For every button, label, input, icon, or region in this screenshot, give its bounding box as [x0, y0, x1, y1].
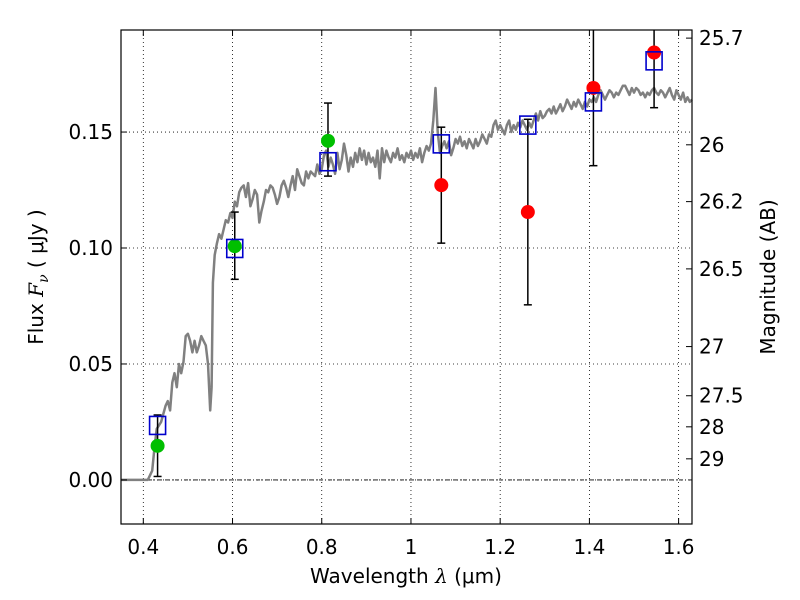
- observed-point: [150, 438, 165, 453]
- y-axis-title-text: Flux: [24, 303, 48, 345]
- mag-tick-label: 28: [699, 415, 724, 439]
- x-tick-label: 0.6: [217, 535, 249, 559]
- mag-tick-label: 27: [699, 335, 724, 359]
- tick-labels: 0.4 0.6 0.8 1 1.2 1.4 1.6 0.00 0.05 0.10 0.15 25.7 2…: [68, 26, 743, 559]
- y2-axis-title: Magnitude (AB): [756, 199, 780, 354]
- observed-point: [320, 133, 335, 148]
- y-axis-subscript: ν: [36, 274, 52, 283]
- model-band-marker: [225, 238, 244, 259]
- model-band-marker: [519, 115, 537, 135]
- observed-points: [150, 45, 662, 453]
- x-tick-label: 1.4: [573, 535, 605, 559]
- y-tick-label: 0.15: [68, 120, 113, 144]
- y-axis-title: Flux Fν ( μJy ): [24, 209, 53, 345]
- model-band-marker: [584, 92, 603, 112]
- x-axis-unit: μm: [462, 564, 494, 588]
- observed-point: [520, 205, 535, 220]
- mag-tick-label: 29: [699, 447, 724, 471]
- model-spectrum: [121, 84, 693, 482]
- x-tick-label: 1.6: [663, 535, 695, 559]
- y-axis-unit: μJy: [24, 223, 48, 254]
- x-axis-symbol: λ: [434, 564, 448, 588]
- mag-tick-label: 26: [699, 133, 724, 157]
- grid-lines: [121, 30, 692, 524]
- mag-tick-label: 26.5: [699, 257, 744, 281]
- model-band-markers: [148, 51, 663, 436]
- error-bars: [153, 30, 659, 478]
- plot-frame: [120, 29, 693, 525]
- x-tick-label: 0.4: [127, 535, 159, 559]
- x-axis-title-text: Wavelength: [310, 564, 429, 588]
- observed-point: [227, 239, 242, 254]
- spectrum-line: [121, 84, 693, 482]
- model-band-marker: [319, 151, 337, 172]
- y-axis-symbol: F: [24, 282, 48, 298]
- observed-point: [434, 178, 449, 193]
- y-tick-label: 0.05: [68, 352, 113, 376]
- model-band-marker: [645, 51, 663, 71]
- x-tick-label: 0.8: [306, 535, 338, 559]
- y-tick-label: 0.00: [68, 468, 113, 492]
- model-band-marker: [432, 134, 451, 154]
- observed-point: [586, 80, 601, 95]
- x-axis-title: Wavelength λ (μm): [310, 564, 502, 588]
- model-band-marker: [148, 415, 167, 436]
- mag-tick-label: 26.2: [699, 190, 744, 214]
- mag-tick-label: 25.7: [699, 26, 744, 50]
- y-tick-label: 0.10: [68, 236, 113, 260]
- axis-ticks: [121, 30, 692, 524]
- x-tick-label: 1: [405, 535, 418, 559]
- mag-tick-label: 27.5: [699, 384, 744, 408]
- y2-axis-title-text: Magnitude (AB): [756, 199, 780, 354]
- x-tick-label: 1.2: [484, 535, 516, 559]
